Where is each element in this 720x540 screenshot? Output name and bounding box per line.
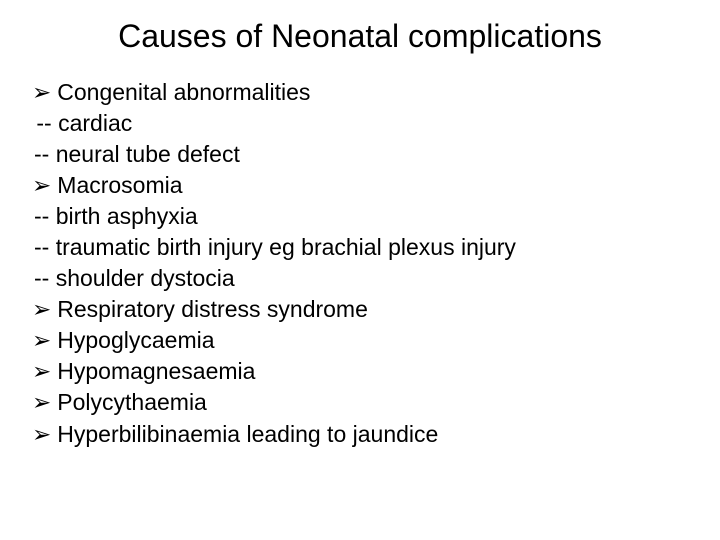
bullet-arrow-icon: ➢ [32, 77, 51, 108]
list-item: ➢Macrosomia [30, 170, 690, 201]
list-item: -- neural tube defect [30, 139, 690, 170]
bullet-arrow-icon: ➢ [32, 387, 51, 418]
item-text: neural tube defect [56, 141, 240, 167]
slide-title: Causes of Neonatal complications [30, 18, 690, 55]
list-item: -- birth asphyxia [30, 201, 690, 232]
item-text: Congenital abnormalities [57, 79, 310, 105]
list-item: -- cardiac [30, 108, 690, 139]
bullet-arrow-icon: ➢ [32, 356, 51, 387]
dash-icon: -- [34, 141, 49, 167]
list-item: -- shoulder dystocia [30, 263, 690, 294]
list-item: ➢Respiratory distress syndrome [30, 294, 690, 325]
list-item: -- traumatic birth injury eg brachial pl… [30, 232, 690, 263]
item-text: traumatic birth injury eg brachial plexu… [56, 234, 516, 260]
bullet-arrow-icon: ➢ [32, 170, 51, 201]
item-text: Hyperbilibinaemia leading to jaundice [57, 421, 438, 447]
bullet-arrow-icon: ➢ [32, 325, 51, 356]
dash-icon: -- [34, 203, 49, 229]
dash-icon: -- [34, 265, 49, 291]
bullet-arrow-icon: ➢ [32, 294, 51, 325]
item-text: birth asphyxia [56, 203, 198, 229]
bullet-arrow-icon: ➢ [32, 419, 51, 450]
dash-icon: -- [36, 110, 51, 136]
list-item: ➢Polycythaemia [30, 387, 690, 418]
list-item: ➢Hypoglycaemia [30, 325, 690, 356]
item-text: Hypoglycaemia [57, 327, 214, 353]
list-item: ➢Hypomagnesaemia [30, 356, 690, 387]
slide-container: Causes of Neonatal complications ➢Congen… [0, 0, 720, 540]
list-item: ➢Hyperbilibinaemia leading to jaundice [30, 419, 690, 450]
item-text: Respiratory distress syndrome [57, 296, 368, 322]
item-text: cardiac [58, 110, 132, 136]
list-item: ➢Congenital abnormalities [30, 77, 690, 108]
slide-body: ➢Congenital abnormalities -- cardiac -- … [30, 77, 690, 450]
item-text: Polycythaemia [57, 389, 207, 415]
item-text: Macrosomia [57, 172, 182, 198]
item-text: shoulder dystocia [56, 265, 235, 291]
dash-icon: -- [34, 234, 49, 260]
item-text: Hypomagnesaemia [57, 358, 255, 384]
